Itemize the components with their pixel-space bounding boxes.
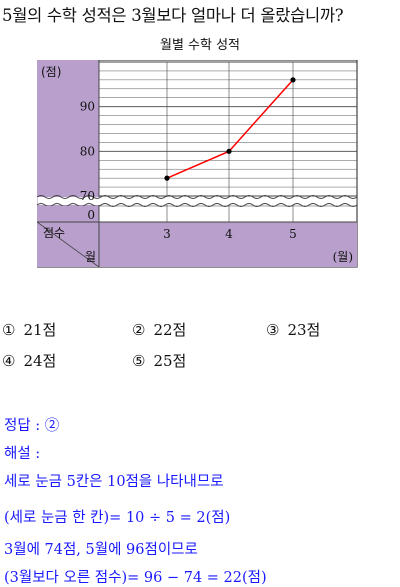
question-text: 5월의 수학 성적은 3월보다 얼마나 더 올랐습니까? <box>2 6 344 25</box>
data-point <box>164 175 170 181</box>
explanation-heading: 해설 : <box>4 446 41 462</box>
choice-1-text: 21점 <box>23 321 57 339</box>
choice-5-text: 25점 <box>153 352 187 370</box>
corner-bottom-label: 월 <box>85 250 96 264</box>
y-unit-label: (점) <box>41 65 61 79</box>
line-chart: 70 80 90 0 (점) 점수월 3 4 5 (월) <box>37 60 358 268</box>
y-tick-label: 90 <box>80 100 95 114</box>
choice-5-number: ⑤ <box>132 352 146 370</box>
corner-diagonal <box>37 221 100 268</box>
choice-2-number: ② <box>132 321 146 339</box>
y-tick-label: 70 <box>80 189 95 203</box>
data-point <box>226 148 232 154</box>
choice-3-number: ③ <box>266 321 280 339</box>
answer-text: 정답 : ② <box>4 418 60 434</box>
choice-1[interactable]: ① 21점 <box>2 319 56 340</box>
y-axis-panel-lower <box>37 206 99 222</box>
x-tick-label: 5 <box>289 227 297 241</box>
explanation-line-4: (3월보다 오른 점수)= 96 − 74 = 22(점) <box>4 570 267 586</box>
x-axis-panel <box>37 222 357 267</box>
x-tick-label: 4 <box>225 227 233 241</box>
choice-3[interactable]: ③ 23점 <box>266 319 320 340</box>
choice-2-text: 22점 <box>153 321 187 339</box>
choice-2[interactable]: ② 22점 <box>132 319 186 340</box>
explanation-line-3: 3월에 74점, 5월에 96점이므로 <box>4 542 198 558</box>
choice-5[interactable]: ⑤ 25점 <box>132 350 186 371</box>
explanation-line-1: 세로 눈금 5칸은 10점을 나타내므로 <box>4 474 224 490</box>
axis-break-gap <box>37 197 357 205</box>
explanation-line-2: (세로 눈금 한 칸)= 10 ÷ 5 = 2(점) <box>4 510 231 526</box>
x-tick-label: 3 <box>163 227 171 241</box>
x-unit-label: (월) <box>333 250 353 264</box>
y-tick-label: 80 <box>80 144 95 158</box>
choice-4-number: ④ <box>2 352 16 370</box>
y-zero-label: 0 <box>87 208 95 222</box>
choice-3-text: 23점 <box>287 321 321 339</box>
chart-title: 월별 수학 성적 <box>159 38 241 53</box>
choice-1-number: ① <box>2 321 16 339</box>
choice-4-text: 24점 <box>23 352 57 370</box>
data-point <box>290 77 296 83</box>
axis-break-wave-top <box>37 195 358 199</box>
corner-top-label: 점수 <box>43 226 65 240</box>
choice-4[interactable]: ④ 24점 <box>2 350 56 371</box>
